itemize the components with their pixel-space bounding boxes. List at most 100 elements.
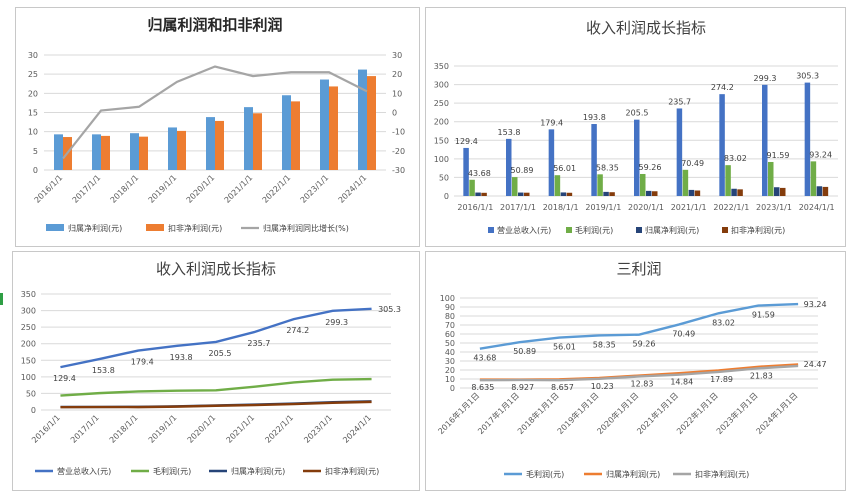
x-tick-label: 2021年1月1日 <box>635 390 681 436</box>
data-label: 8.635 <box>471 383 494 392</box>
data-label: 10.23 <box>591 382 614 391</box>
x-tick-label: 2016/1/1 <box>30 413 62 445</box>
series-line <box>60 377 372 397</box>
bar <box>640 173 646 196</box>
y-tick-label: 60 <box>445 330 455 339</box>
x-tick-label: 2021/1/1 <box>225 413 257 445</box>
x-tick-label: 2023年1月1日 <box>714 390 760 436</box>
y-tick-label: 350 <box>434 62 449 71</box>
bar <box>320 79 329 170</box>
bar <box>609 192 615 196</box>
y-tick-label: 0 <box>33 166 38 175</box>
x-tick-label: 2024/1/1 <box>337 173 369 205</box>
profit-chart-svg: 归属利润和扣非利润 0 5 10 15 20 25 30 -30 -20 -10 0 10 20 30 201… <box>28 16 405 233</box>
legend-label: 扣非净利润(元) <box>731 225 785 235</box>
legend-swatch <box>488 227 494 233</box>
y2-tick-label: 20 <box>392 70 402 79</box>
data-label: 58.35 <box>596 163 619 172</box>
data-label: 93.24 <box>804 300 827 309</box>
x-tick-label: 2019/1/1 <box>585 203 621 212</box>
bar <box>810 161 817 196</box>
data-label: 50.89 <box>511 166 534 175</box>
x-tick-label: 2018/1/1 <box>108 413 140 445</box>
y-tick-label: 10 <box>28 128 38 137</box>
x-tick-label: 2016年1月1日 <box>436 390 482 436</box>
data-label: 8.927 <box>511 383 534 392</box>
x-tick-label: 2020/1/1 <box>186 413 218 445</box>
y-tick-label: 300 <box>21 307 36 316</box>
chart-title: 归属利润和扣非利润 <box>147 16 282 34</box>
x-tick-label: 2021/1/1 <box>671 203 707 212</box>
chart-panel-growth-bar: 收入利润成长指标 0 50 100 150 200 250 300 350 129.4 43.68 2… <box>425 7 846 247</box>
legend-label: 归属净利润(元) <box>645 225 699 235</box>
data-label: 93.24 <box>809 150 832 159</box>
data-label: 59.26 <box>639 163 662 172</box>
y-tick-label: 50 <box>445 339 455 348</box>
bar <box>524 192 530 196</box>
legend-swatch <box>46 224 64 231</box>
data-label: 43.68 <box>468 169 491 178</box>
data-label: 129.4 <box>455 137 478 146</box>
y-tick-label: 0 <box>444 192 449 201</box>
y-tick-label: 70 <box>445 321 455 330</box>
bar <box>822 186 829 196</box>
data-label: 299.3 <box>754 74 777 83</box>
bar <box>54 134 63 170</box>
y-tick-label: 90 <box>445 303 455 312</box>
legend-label: 营业总收入(元) <box>497 225 551 235</box>
growth-bar-chart-svg: 收入利润成长指标 0 50 100 150 200 250 300 350 129.4 43.68 2… <box>434 19 838 235</box>
bar <box>688 189 695 196</box>
bar <box>291 101 300 170</box>
data-label: 274.2 <box>711 83 734 92</box>
y-tick-label: 250 <box>434 99 449 108</box>
data-label: 274.2 <box>286 326 309 335</box>
bar <box>101 135 110 170</box>
bar <box>512 177 518 196</box>
x-tick-label: 2018/1/1 <box>109 173 141 205</box>
y-tick-label: 50 <box>439 173 449 182</box>
data-label: 59.26 <box>633 340 656 349</box>
bar <box>518 192 524 196</box>
y-tick-label: 350 <box>21 290 36 299</box>
y-tick-label: 300 <box>434 81 449 90</box>
data-label: 179.4 <box>540 118 563 127</box>
chart-title: 收入利润成长指标 <box>586 19 706 37</box>
y-tick-label: 80 <box>445 312 455 321</box>
x-tick-label: 2016/1/1 <box>33 173 65 205</box>
data-label: 70.49 <box>672 330 695 339</box>
y-tick-label: 200 <box>21 340 36 349</box>
y-tick-label: 25 <box>28 70 38 79</box>
y2-tick-label: 10 <box>392 89 402 98</box>
x-tick-label: 2016/1/1 <box>457 203 493 212</box>
bar <box>554 175 561 196</box>
y-tick-label: 10 <box>445 375 455 384</box>
data-label: 58.35 <box>593 340 616 349</box>
x-tick-label: 2024/1/1 <box>341 413 373 445</box>
bar <box>139 136 148 170</box>
y-tick-label: 15 <box>28 109 38 118</box>
x-tick-label: 2023/1/1 <box>756 203 792 212</box>
data-label: 14.84 <box>670 378 693 387</box>
data-label: 153.8 <box>498 128 521 137</box>
legend-label: 归属净利润同比增长(%) <box>263 223 349 233</box>
bar <box>725 165 731 196</box>
series-line <box>479 364 799 382</box>
data-label: 205.5 <box>626 109 649 118</box>
data-label: 179.4 <box>131 358 154 367</box>
x-tick-label: 2018/1/1 <box>543 203 579 212</box>
x-tick-label: 2022/1/1 <box>263 413 295 445</box>
x-tick-label: 2017年1月1日 <box>475 390 521 436</box>
series-line <box>60 307 372 369</box>
x-tick-label: 2017/1/1 <box>71 173 103 205</box>
bar <box>774 187 780 196</box>
bar <box>215 120 224 170</box>
series-line <box>60 400 372 409</box>
x-tick-label: 2020/1/1 <box>628 203 664 212</box>
data-label: 24.47 <box>804 360 827 369</box>
bar <box>603 191 609 196</box>
edge-marker <box>0 293 3 305</box>
y-tick-label: 30 <box>445 357 455 366</box>
chart-title: 收入利润成长指标 <box>156 260 276 278</box>
legend-label: 毛利润(元) <box>526 469 564 479</box>
bar <box>358 69 367 170</box>
